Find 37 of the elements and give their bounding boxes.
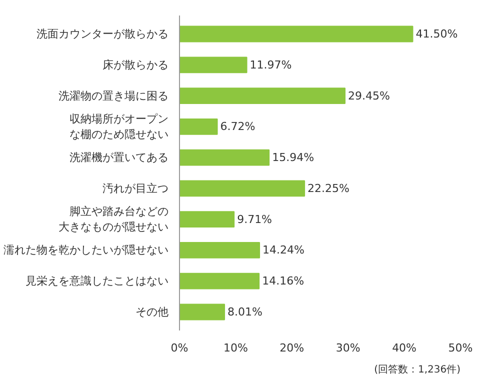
x-tick-label: 0%	[170, 342, 188, 354]
bar	[180, 242, 260, 258]
text: (回答数：1,236件)	[374, 364, 461, 376]
data-label: 41.50%	[416, 28, 458, 41]
data-label: 14.16%	[262, 274, 304, 288]
data-label: 9.71%	[237, 212, 272, 226]
bar	[180, 26, 414, 42]
y-tick-label: 脚立や踏み台などの大きなものが隠せない	[58, 205, 168, 234]
y-tick-label: 洗面カウンターが散らかる	[36, 28, 168, 41]
x-tick-label: 50%	[448, 342, 473, 354]
data-label: 22.25%	[308, 182, 350, 195]
data-label: 15.94%	[272, 151, 314, 164]
data-label: 14.24%	[262, 244, 304, 257]
y-tick-label: 洗濯物の置き場に困る	[58, 89, 168, 102]
bar	[180, 149, 270, 166]
y-tick-label: 床が散らかる	[102, 58, 168, 72]
x-tick-label: 10%	[223, 342, 248, 354]
data-label: 6.72%	[220, 120, 256, 134]
bar	[180, 118, 218, 135]
x-tick-label: 30%	[336, 342, 360, 354]
data-label: 29.45%	[348, 89, 390, 102]
bar	[180, 211, 235, 228]
bar	[180, 304, 226, 320]
bar	[180, 88, 346, 104]
y-tick-label: 見栄えを意識したことはない	[26, 274, 168, 288]
bar	[180, 272, 260, 290]
x-tick-label: 40%	[392, 342, 417, 354]
y-tick-label: 汚れが目立つ	[102, 182, 168, 195]
y-tick-label: 濡れた物を乾かしたいが隠せない	[4, 244, 168, 257]
y-tick-label: その他	[136, 305, 168, 318]
y-tick-label: 洗濯機が置いてある	[70, 151, 168, 164]
data-label: 11.97%	[250, 58, 292, 72]
bar	[180, 56, 248, 74]
bar	[180, 180, 306, 197]
y-tick-label: 収納場所がオープンな棚のため隠せない	[70, 112, 168, 141]
x-tick-label: 20%	[280, 342, 304, 354]
data-label: 8.01%	[228, 305, 262, 318]
